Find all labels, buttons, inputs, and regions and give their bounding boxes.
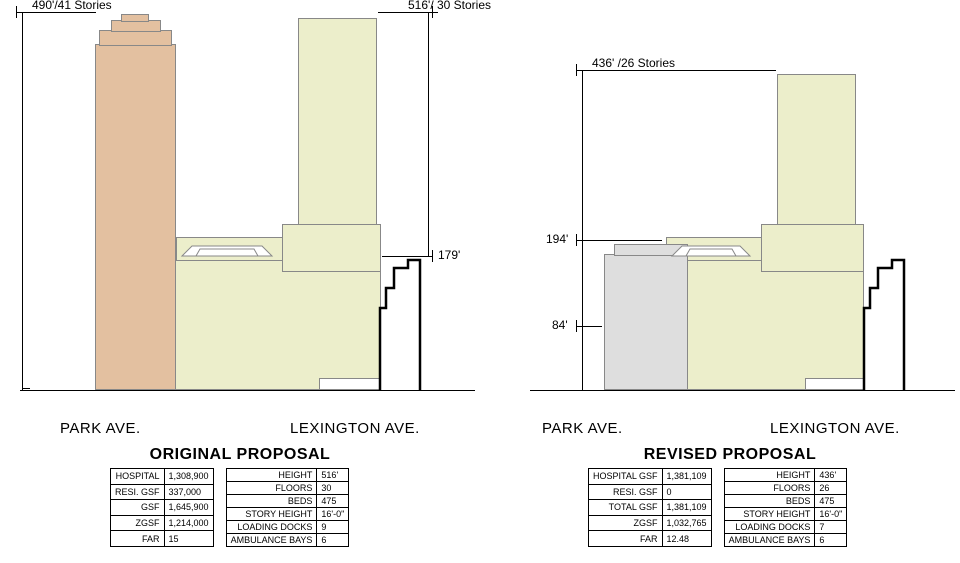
table-row: AMBULANCE BAYS6 <box>724 534 847 547</box>
table-specs: HEIGHT436'FLOORS26BEDS475STORY HEIGHT16'… <box>724 468 848 547</box>
table-row: LOADING DOCKS7 <box>724 521 847 534</box>
tables-original: HOSPITAL1,308,900RESI. GSF337,000GSF1,64… <box>110 468 349 547</box>
table-row: HOSPITAL GSF1,381,109 <box>589 469 712 485</box>
dim-line <box>576 326 602 327</box>
dim-line <box>382 256 432 257</box>
table-row: BEDS475 <box>724 495 847 508</box>
dim-line <box>22 12 23 390</box>
table-specs: HEIGHT516'FLOORS30BEDS475STORY HEIGHT16'… <box>226 468 350 547</box>
table-row: GSF1,645,900 <box>111 500 214 516</box>
tower-right <box>298 18 377 258</box>
table-row: FLOORS30 <box>226 482 349 495</box>
title-original: ORIGINAL PROPOSAL <box>110 446 370 464</box>
dim-label-top: 436' /26 Stories <box>592 56 675 70</box>
context-building-icon <box>864 260 928 392</box>
street-label-right: LEXINGTON AVE. <box>770 420 900 437</box>
table-row: ZGSF1,214,000 <box>111 515 214 531</box>
table-row: BEDS475 <box>226 495 349 508</box>
drawing-original: 490'/41 Stories 516'/ 30 Stories 179' <box>0 0 480 400</box>
street-label-left: PARK AVE. <box>60 420 141 437</box>
panel-original: 490'/41 Stories 516'/ 30 Stories 179' PA… <box>0 0 480 563</box>
foot-recess <box>319 378 381 390</box>
tower-left-step1 <box>99 30 172 46</box>
table-row: FLOORS26 <box>724 482 847 495</box>
dim-label-side: 179' <box>438 248 460 262</box>
table-gsf: HOSPITAL GSF1,381,109RESI. GSF0TOTAL GSF… <box>588 468 712 547</box>
tower-right-setback <box>282 224 381 272</box>
dim-tick <box>576 64 577 76</box>
dim-line <box>378 12 438 13</box>
roof-equipment <box>672 244 750 260</box>
drawing-revised: 436' /26 Stories 194' 84' <box>480 0 960 400</box>
dim-tick <box>576 320 577 332</box>
ground-ext <box>380 390 444 391</box>
table-row: AMBULANCE BAYS6 <box>226 534 349 547</box>
tower-left <box>95 44 176 390</box>
table-row: ZGSF1,032,765 <box>589 515 712 531</box>
title-revised: REVISED PROPOSAL <box>600 446 860 464</box>
table-row: RESI. GSF337,000 <box>111 484 214 500</box>
tower-left-step3 <box>121 14 149 22</box>
dim-label-top-left: 490'/41 Stories <box>32 0 112 12</box>
table-row: TOTAL GSF1,381,109 <box>589 500 712 516</box>
tables-revised: HOSPITAL GSF1,381,109RESI. GSF0TOTAL GSF… <box>588 468 847 547</box>
table-row: HOSPITAL1,308,900 <box>111 469 214 485</box>
table-row: FAR12.48 <box>589 531 712 547</box>
dim-tick <box>22 388 30 389</box>
dim-tick <box>16 6 17 18</box>
west-building <box>604 254 688 390</box>
ground-ext <box>864 390 928 391</box>
table-row: STORY HEIGHT16'-0" <box>226 508 349 521</box>
panel-revised: 436' /26 Stories 194' 84' PARK AVE. LEXI… <box>480 0 960 563</box>
table-row: HEIGHT436' <box>724 469 847 482</box>
dim-tick <box>432 250 433 262</box>
street-label-left: PARK AVE. <box>542 420 623 437</box>
dim-line <box>576 240 662 241</box>
roof-equipment <box>182 244 272 260</box>
dim-line <box>576 70 776 71</box>
table-row: FAR15 <box>111 531 214 547</box>
table-gsf: HOSPITAL1,308,900RESI. GSF337,000GSF1,64… <box>110 468 214 547</box>
table-row: HEIGHT516' <box>226 469 349 482</box>
dim-line <box>582 70 583 390</box>
dim-tick <box>576 234 577 246</box>
dim-line <box>16 12 96 13</box>
dim-line <box>428 12 429 256</box>
foot-recess <box>805 378 864 390</box>
table-row: RESI. GSF0 <box>589 484 712 500</box>
table-row: LOADING DOCKS9 <box>226 521 349 534</box>
dim-label-mid: 194' <box>546 232 568 246</box>
dim-label-low: 84' <box>552 318 568 332</box>
context-building-icon <box>380 260 444 392</box>
tower-setback <box>761 224 864 272</box>
dim-label-top-right: 516'/ 30 Stories <box>408 0 491 12</box>
table-row: STORY HEIGHT16'-0" <box>724 508 847 521</box>
street-label-right: LEXINGTON AVE. <box>290 420 420 437</box>
